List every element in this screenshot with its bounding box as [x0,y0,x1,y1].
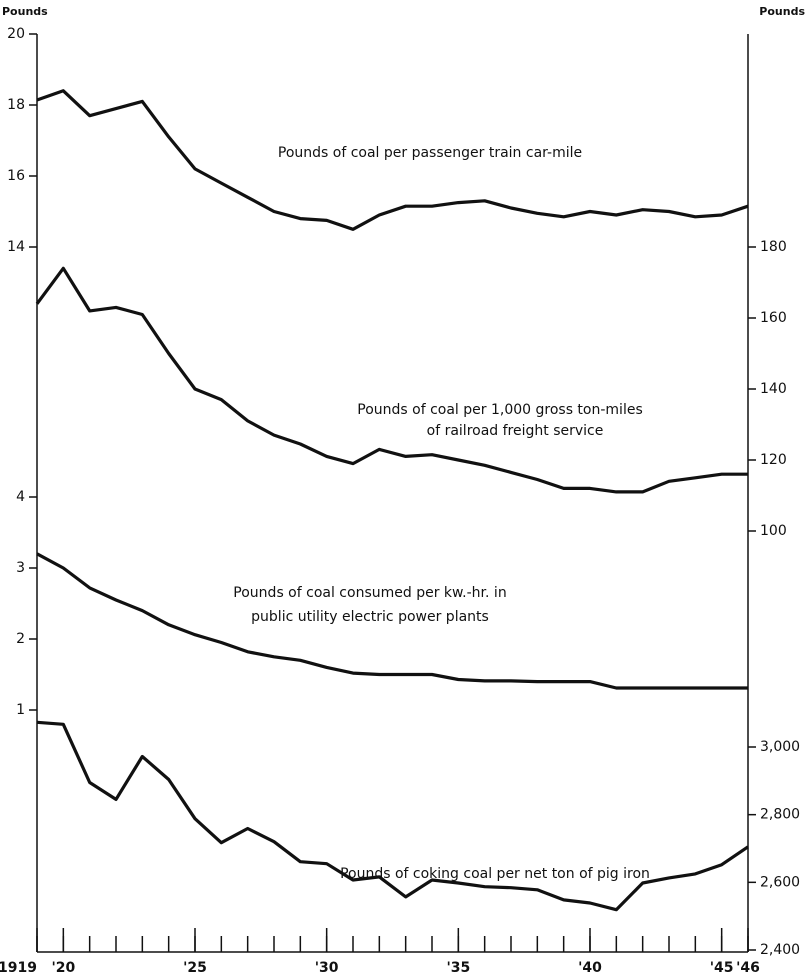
y-tick-label: 2 [16,631,25,647]
series-annotation: Pounds of coal per passenger train car-m… [278,145,582,161]
y-tick-label: 180 [760,239,787,255]
series-line [36,89,749,231]
series-line [36,552,748,690]
series-annotation: Pounds of coking coal per net ton of pig… [340,866,650,882]
series-line [35,266,748,494]
y-tick-label: 14 [7,239,25,255]
x-tick-label: '45 [710,960,734,976]
x-tick-label: '35 [446,960,470,976]
x-tick-label: '40 [578,960,602,976]
y-tick-label: 4 [16,489,25,505]
x-tick-label: 1919 [0,960,37,976]
series-line [36,720,749,912]
series-annotation: of railroad freight service [427,423,604,439]
x-tick-label: '30 [315,960,339,976]
y-tick-label: 3,000 [760,739,800,755]
axis-unit-label: Pounds [759,5,805,18]
series-annotation: Pounds of coal per 1,000 gross ton-miles [357,402,643,418]
y-tick-label: 2,600 [760,874,800,890]
y-tick-label: 3 [16,560,25,576]
y-tick-label: 100 [760,523,787,539]
series-annotation: Pounds of coal consumed per kw.-hr. in [233,585,506,601]
x-tick-label: '46 [736,960,760,976]
y-tick-label: 140 [760,381,787,397]
y-tick-label: 18 [7,97,25,113]
y-tick-label: 20 [7,26,25,42]
y-tick-label: 2,400 [760,942,800,958]
y-tick-label: 120 [760,452,787,468]
x-tick-label: '20 [51,960,75,976]
y-tick-label: 160 [760,310,787,326]
y-tick-label: 1 [16,702,25,718]
y-tick-label: 2,800 [760,807,800,823]
y-tick-label: 16 [7,168,25,184]
axis-unit-label: Pounds [2,5,48,18]
series-annotation: public utility electric power plants [251,609,489,625]
x-tick-label: '25 [183,960,207,976]
